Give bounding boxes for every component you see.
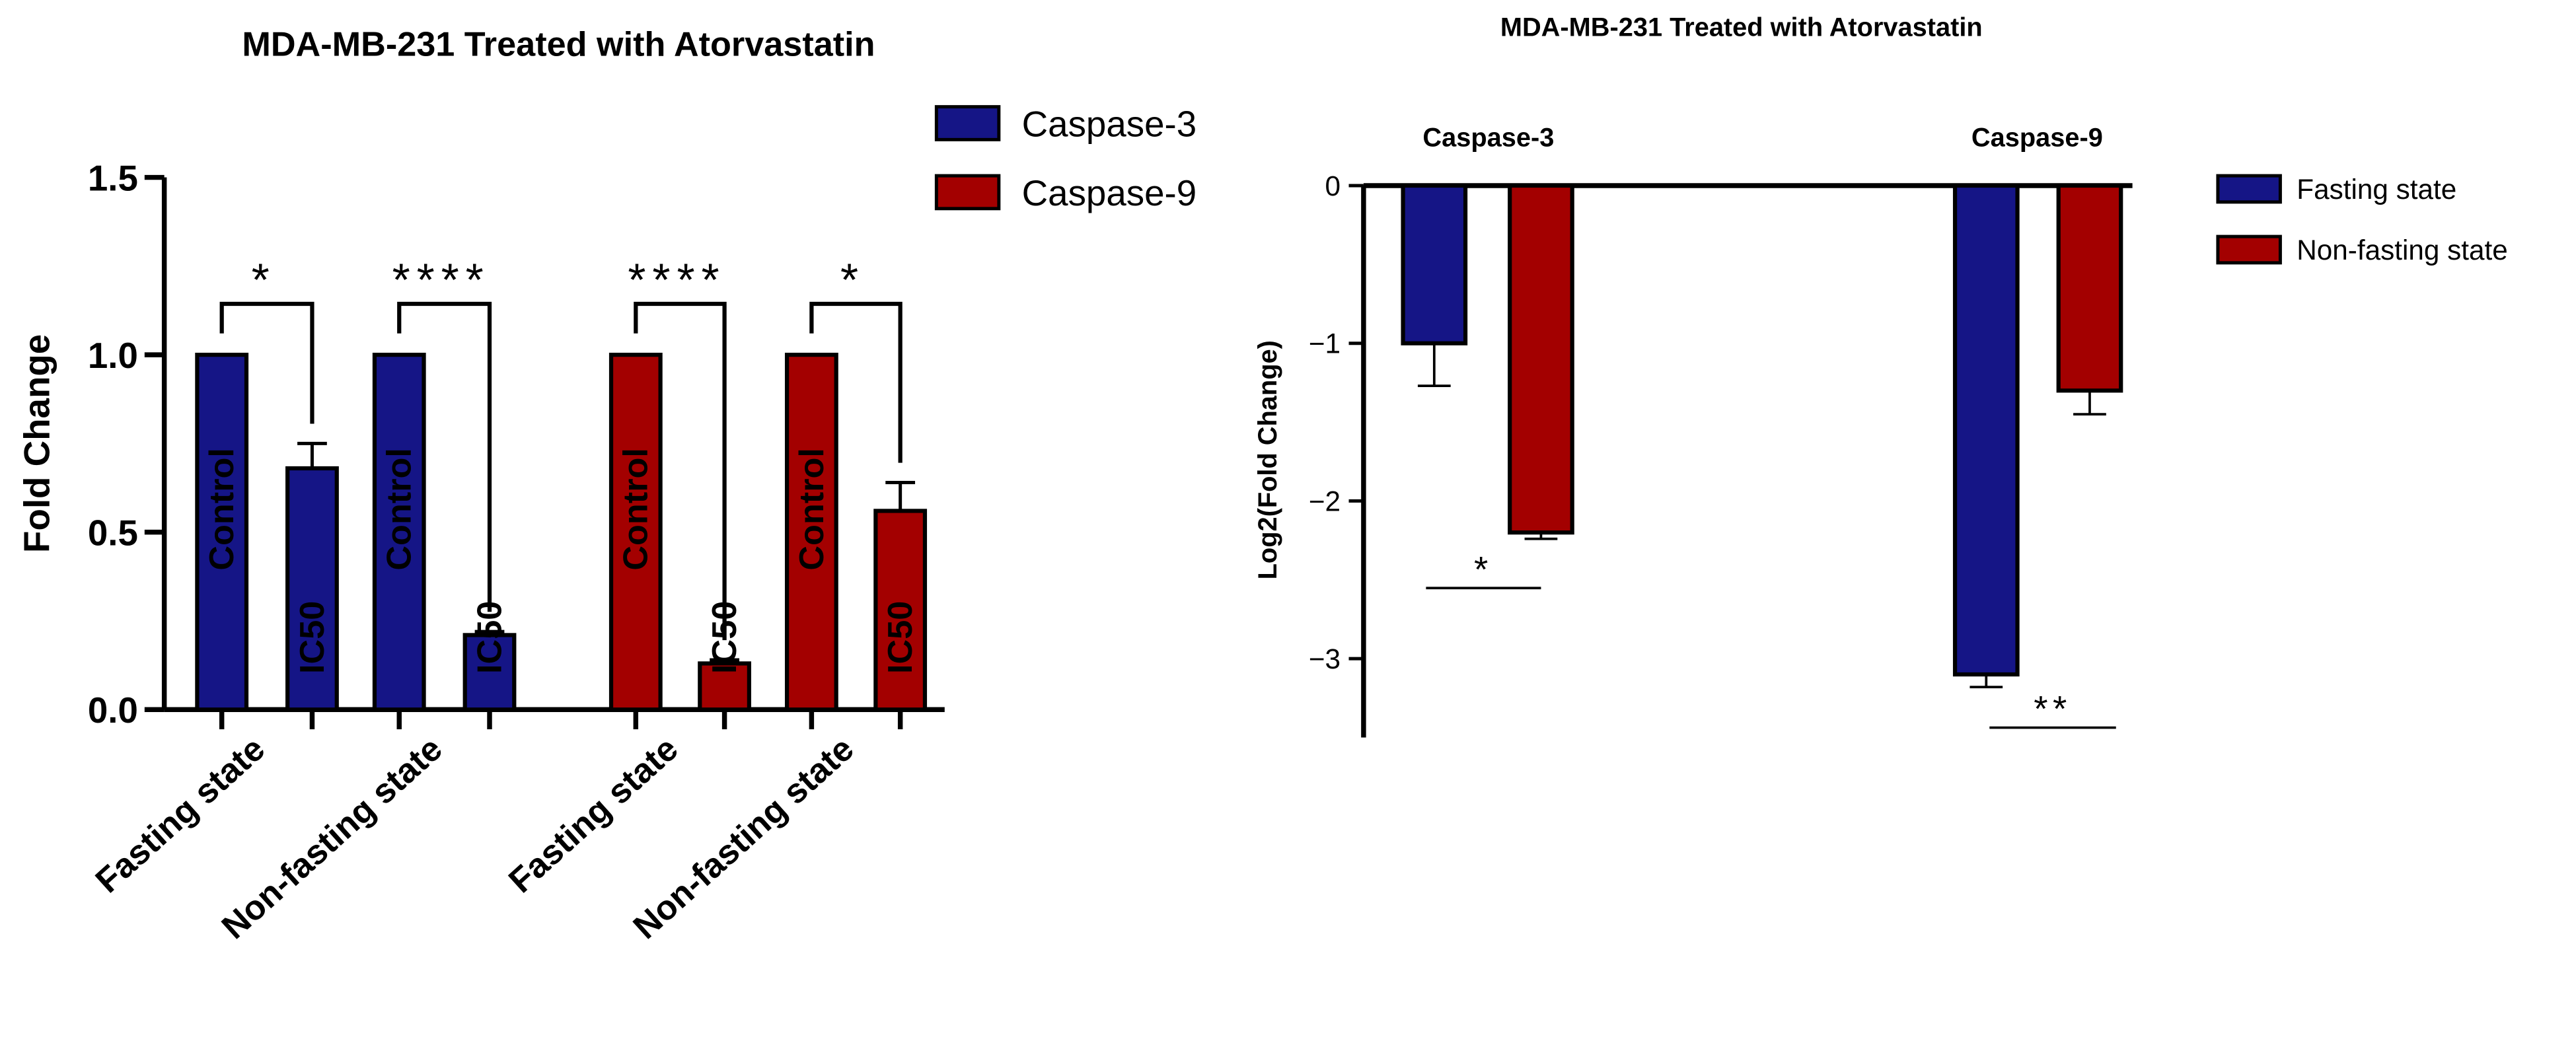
significance-bracket [634, 301, 727, 641]
bar [195, 353, 249, 712]
significance-bracket [219, 301, 314, 424]
bar-label: Control [617, 448, 655, 571]
y-tick-label: 0.0 [88, 690, 138, 731]
bar-label: Control [793, 448, 831, 571]
significance-bracket [809, 301, 902, 463]
y-axis-label: Fold Change [17, 334, 57, 553]
legend-swatch [2216, 234, 2282, 265]
legend-label: Non-fasting state [2297, 234, 2508, 266]
bar [784, 353, 838, 712]
bar-label: Control [381, 448, 419, 571]
legend-swatch [934, 174, 1001, 211]
y-tick-label: 1.0 [88, 335, 138, 376]
x-tick-label: Fasting state [89, 730, 272, 901]
y-tick-label: −3 [1309, 643, 1341, 674]
y-tick-label: 0 [1325, 170, 1341, 201]
significance: * [252, 254, 276, 306]
bar [1952, 183, 2020, 677]
bar [1508, 183, 1574, 535]
bar [1401, 183, 1468, 345]
category-label: Caspase-3 [1422, 123, 1554, 152]
bar [873, 509, 928, 712]
significance-bracket [397, 301, 492, 612]
legend-label: Caspase-9 [1022, 172, 1196, 213]
x-tick-label: Fasting state [501, 730, 685, 901]
bar [285, 466, 339, 712]
legend-swatch [934, 105, 1001, 141]
bar-label: IC50 [293, 601, 332, 674]
y-axis-label: Log2(Fold Change) [1253, 340, 1282, 579]
y-tick-label: 0.5 [88, 513, 138, 554]
significance: **** [392, 254, 490, 306]
y-tick-label: −2 [1309, 486, 1341, 517]
legend-label: Fasting state [2297, 174, 2456, 205]
y-tick-label: 1.5 [88, 157, 138, 198]
bar [608, 353, 663, 712]
legend-swatch [2216, 174, 2282, 204]
bar [2056, 183, 2123, 393]
bar [462, 633, 517, 712]
significance: * [1474, 548, 1493, 589]
y-tick-label: −1 [1309, 328, 1341, 359]
category-label: Caspase-9 [1971, 123, 2103, 152]
legend-label: Caspase-3 [1022, 103, 1196, 144]
significance: **** [628, 254, 725, 306]
bar-label: IC50 [881, 601, 920, 674]
bar [372, 353, 426, 712]
significance: ** [2034, 688, 2071, 729]
bar-label: Control [203, 448, 241, 571]
bar-label: IC50 [470, 601, 509, 674]
significance: * [840, 254, 865, 306]
chart-title: MDA-MB-231 Treated with Atorvastatin [242, 26, 875, 64]
chart-title: MDA-MB-231 Treated with Atorvastatin [1500, 13, 1983, 42]
